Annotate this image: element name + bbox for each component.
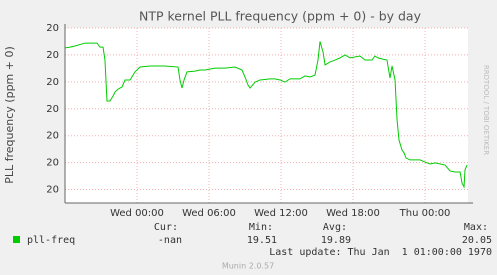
footer: Munin 2.0.57 [222, 262, 274, 271]
stat-label: Max: [464, 222, 488, 233]
chart-title: NTP kernel PLL frequency (ppm + 0) - by … [139, 9, 422, 24]
stat-label: Min: [249, 222, 273, 233]
side-text: RRDTOOL / TOBI OETIKER [482, 65, 490, 155]
last-update: Last update: Thu Jan 1 01:00:00 1970 [269, 247, 492, 258]
plot-area [65, 28, 468, 203]
legend: pll-freq [13, 235, 75, 246]
y-tick-label: 20 [46, 158, 59, 169]
y-tick-label: 20 [46, 50, 59, 61]
legend-swatch [13, 236, 20, 243]
stat-value: -nan [158, 235, 182, 246]
y-tick-label: 20 [46, 23, 59, 34]
x-tick-label: Wed 00:00 [110, 208, 164, 219]
x-tick-label: Wed 18:00 [326, 208, 380, 219]
y-axis-label: PLL frequency (ppm + 0) [3, 46, 16, 184]
stat-label: Cur: [154, 222, 178, 233]
stat-label: Avg: [323, 222, 347, 233]
x-tick-label: Wed 12:00 [254, 208, 308, 219]
stat-value: 20.05 [462, 235, 492, 246]
y-tick-label: 20 [46, 77, 59, 88]
stat-value: 19.89 [321, 235, 351, 246]
data-line [64, 41, 468, 189]
x-tick-label: Thu 00:00 [399, 208, 451, 219]
stat-value: 19.51 [247, 235, 277, 246]
y-tick-label: 20 [46, 104, 59, 115]
x-tick-label: Wed 06:00 [182, 208, 236, 219]
y-tick-label: 20 [46, 185, 59, 196]
legend-entry: pll-freq [27, 235, 75, 246]
y-tick-label: 20 [46, 131, 59, 142]
